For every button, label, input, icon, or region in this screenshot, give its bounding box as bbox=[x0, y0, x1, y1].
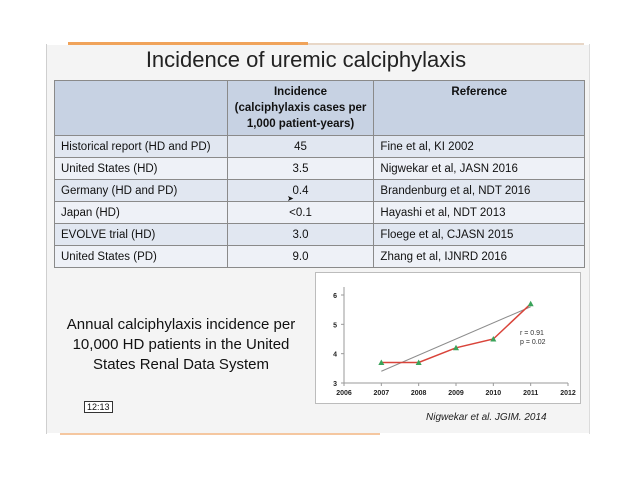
data-point bbox=[453, 344, 459, 351]
header-incidence: Incidence (calciphylaxis cases per 1,000… bbox=[226, 80, 375, 136]
table-header-row: Incidence (calciphylaxis cases per 1,000… bbox=[54, 80, 585, 136]
reference-cell: Floege et al, CJASN 2015 bbox=[373, 223, 585, 246]
timestamp-badge: 12:13 bbox=[84, 401, 113, 413]
incidence-cell: 45 bbox=[226, 135, 375, 158]
mouse-pointer-icon: ➤ bbox=[287, 194, 294, 203]
data-point bbox=[490, 336, 497, 342]
reference-cell: Brandenburg et al, NDT 2016 bbox=[373, 179, 585, 202]
header-incidence-line-1: Incidence bbox=[273, 86, 328, 98]
table-row: Japan (HD) <0.1 Hayashi et al, NDT 2013 bbox=[54, 201, 585, 224]
table-row: Historical report (HD and PD) 45 Fine et… bbox=[54, 135, 585, 158]
reference-cell: Nigwekar et al, JASN 2016 bbox=[373, 157, 585, 180]
population-cell: Germany (HD and PD) bbox=[54, 179, 228, 202]
population-cell: Historical report (HD and PD) bbox=[54, 135, 228, 158]
caption-line-2: 10,000 HD patients in the United bbox=[72, 336, 290, 353]
slide-top-border bbox=[308, 43, 584, 45]
trend-line bbox=[381, 306, 531, 372]
header-population bbox=[54, 80, 228, 136]
data-point bbox=[378, 359, 385, 365]
header-incidence-line-2: (calciphylaxis cases per bbox=[234, 102, 367, 114]
y-tick-label: 3 bbox=[333, 381, 337, 388]
table-row: United States (PD) 9.0 Zhang et al, IJNR… bbox=[54, 245, 585, 268]
header-incidence-line-3: 1,000 patient-years) bbox=[246, 118, 355, 130]
x-tick-label: 2011 bbox=[523, 390, 538, 397]
slide-accent-line bbox=[68, 42, 308, 45]
y-tick-label: 6 bbox=[333, 293, 337, 300]
incidence-cell: <0.1 bbox=[226, 201, 375, 224]
chart-caption: Annual calciphylaxis incidence per 10,00… bbox=[52, 315, 310, 375]
x-tick-label: 2009 bbox=[448, 390, 464, 397]
table-row: United States (HD) 3.5 Nigwekar et al, J… bbox=[54, 157, 585, 180]
x-tick-label: 2010 bbox=[486, 390, 502, 397]
incidence-cell: 9.0 bbox=[226, 245, 375, 268]
data-point bbox=[527, 300, 534, 307]
caption-line-3: States Renal Data System bbox=[93, 356, 269, 373]
population-cell: United States (HD) bbox=[54, 157, 228, 180]
x-tick-label: 2007 bbox=[374, 390, 390, 397]
incidence-table: Incidence (calciphylaxis cases per 1,000… bbox=[54, 80, 585, 268]
y-tick-label: 5 bbox=[333, 322, 337, 329]
table-row: Germany (HD and PD) 0.4 Brandenburg et a… bbox=[54, 179, 585, 202]
reference-cell: Fine et al, KI 2002 bbox=[373, 135, 585, 158]
incidence-cell: 3.5 bbox=[226, 157, 375, 180]
p-annotation: p = 0.02 bbox=[520, 339, 546, 346]
series-line bbox=[381, 303, 532, 364]
x-tick-label: 2006 bbox=[336, 390, 352, 397]
population-cell: Japan (HD) bbox=[54, 201, 228, 224]
slide-bottom-accent bbox=[60, 433, 380, 435]
slide-title: Incidence of uremic calciphylaxis bbox=[145, 47, 467, 72]
r-annotation: r = 0.91 bbox=[520, 330, 544, 337]
y-tick-label: 4 bbox=[333, 352, 337, 359]
slide-right-border bbox=[589, 44, 590, 434]
table-row: EVOLVE trial (HD) 3.0 Floege et al, CJAS… bbox=[54, 223, 585, 246]
reference-cell: Hayashi et al, NDT 2013 bbox=[373, 201, 585, 224]
x-tick-label: 2008 bbox=[411, 390, 427, 397]
incidence-cell: 3.0 bbox=[226, 223, 375, 246]
x-tick-label: 2012 bbox=[560, 390, 576, 397]
caption-line-1: Annual calciphylaxis incidence per bbox=[66, 316, 296, 333]
chart-reference: Nigwekar et al. JGIM. 2014 bbox=[426, 412, 547, 423]
reference-cell: Zhang et al, IJNRD 2016 bbox=[373, 245, 585, 268]
incidence-trend-chart: 2006 2007 2008 2009 2010 2011 2012 3 4 5 6 r = 0.91… bbox=[333, 287, 576, 397]
incidence-chart-panel: 2006 2007 2008 2009 2010 2011 2012 3 4 5 6 r = 0.91… bbox=[315, 272, 581, 404]
slide-left-border bbox=[46, 44, 47, 434]
incidence-cell: 0.4 bbox=[226, 179, 375, 202]
header-reference: Reference bbox=[373, 80, 585, 136]
population-cell: EVOLVE trial (HD) bbox=[54, 223, 228, 246]
data-point bbox=[415, 359, 422, 365]
population-cell: United States (PD) bbox=[54, 245, 228, 268]
